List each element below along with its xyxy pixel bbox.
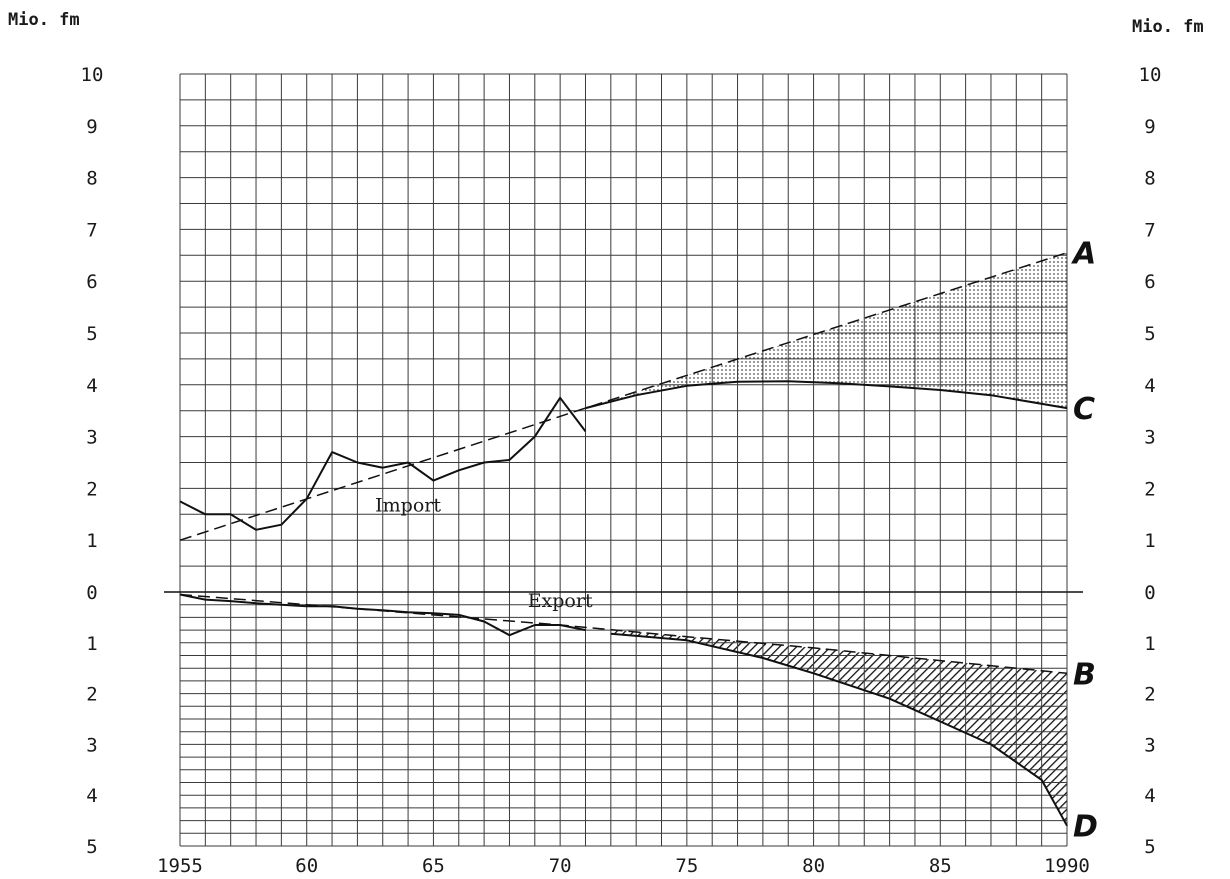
y-tick-label-left: 5 (86, 323, 97, 345)
y-tick-label-left: 9 (86, 116, 97, 138)
scenario-label-c: C (1073, 392, 1095, 427)
y-tick-label-right: 7 (1144, 219, 1155, 241)
y-tick-label-right: 4 (1144, 375, 1155, 397)
x-tick-label: 85 (929, 855, 952, 877)
y-tick-label-right: 3 (1144, 734, 1155, 756)
x-tick-label: 80 (802, 855, 825, 877)
shaded-regions (585, 252, 1067, 826)
y-tick-label-left: 6 (86, 271, 97, 293)
annotation-import: Import (375, 495, 441, 517)
y-tick-label-left: 1 (86, 633, 97, 655)
shaded-region-bd (610, 629, 1067, 826)
y-tick-label-right: 9 (1144, 116, 1155, 138)
y-tick-label-left: 1 (86, 530, 97, 552)
y-tick-label-left: 10 (81, 64, 104, 86)
y-tick-label-left: 4 (86, 785, 97, 807)
x-tick-label: 75 (675, 855, 698, 877)
y-tick-label-left: 3 (86, 427, 97, 449)
x-tick-label: 65 (422, 855, 445, 877)
scenario-label-d: D (1073, 810, 1098, 845)
y-tick-label-left: 3 (86, 734, 97, 756)
series-line-export-5 (610, 632, 1068, 827)
x-tick-label: 70 (549, 855, 572, 877)
y-tick-label-right: 2 (1144, 684, 1155, 706)
y-tick-label-right: 0 (1144, 582, 1155, 604)
series-line-import (179, 396, 587, 531)
y-tick-label-left: 7 (86, 219, 97, 241)
chart-labels: A C B D Import Export (375, 237, 1098, 845)
y-tick-label-left: 5 (86, 836, 97, 858)
scenario-label-b: B (1073, 657, 1096, 692)
y-tick-label-right: 10 (1139, 64, 1162, 86)
y-tick-label-left: 4 (86, 375, 97, 397)
x-tick-label: 60 (295, 855, 318, 877)
annotation-export: Export (528, 590, 593, 612)
y-tick-label-right: 3 (1144, 427, 1155, 449)
y-tick-label-right: 6 (1144, 271, 1155, 293)
y-tick-label-right: 2 (1144, 478, 1155, 500)
tick-labels: 1955 60 65 70 75 80 85 1990 0 0 1 1 2 2 3 3 4 4 5 5 6 6 7 7 8 8 9 9… (81, 64, 1162, 877)
y-tick-label-right: 8 (1144, 168, 1155, 190)
y-tick-label-left: 0 (86, 582, 97, 604)
series-line-import-4 (585, 380, 1068, 410)
y-tick-label-right: 5 (1144, 323, 1155, 345)
y-unit-right: Mio. fm (1132, 17, 1204, 37)
y-tick-label-right: 1 (1144, 530, 1155, 552)
series-lines (179, 251, 1068, 827)
shaded-region-ac (585, 252, 1067, 409)
y-tick-label-left: 2 (86, 478, 97, 500)
grid (179, 73, 1068, 847)
x-tick-label: 1990 (1044, 855, 1090, 877)
y-tick-label-right: 1 (1144, 633, 1155, 655)
y-tick-label-left: 8 (86, 168, 97, 190)
y-unit-left: Mio. fm (8, 10, 80, 30)
series-line-import-2 (179, 251, 1068, 541)
y-tick-label-right: 4 (1144, 785, 1155, 807)
y-tick-label-right: 5 (1144, 836, 1155, 858)
x-tick-label: 1955 (157, 855, 203, 877)
series-line-export-3 (179, 593, 1068, 675)
y-tick-label-left: 2 (86, 684, 97, 706)
scenario-label-a: A (1071, 237, 1096, 272)
